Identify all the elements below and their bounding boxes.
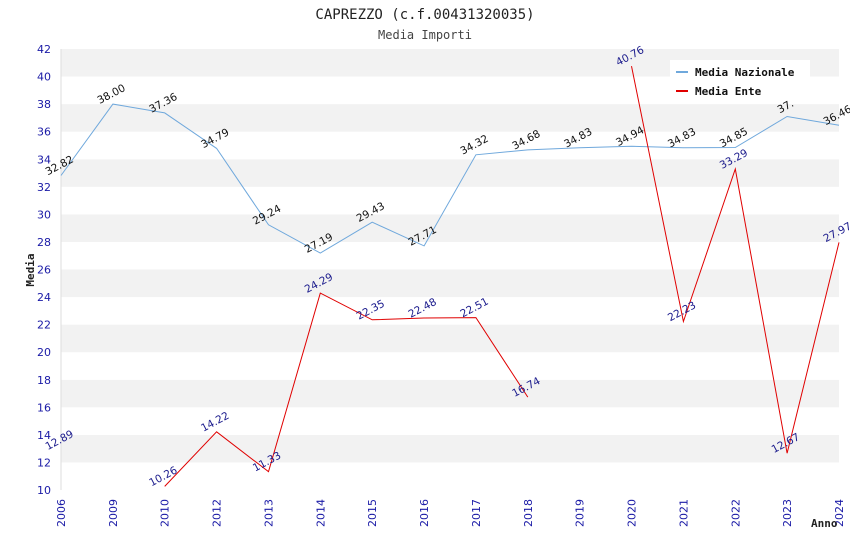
chart-subtitle: Media Importi	[378, 28, 472, 42]
x-axis-ticks: 2006 2009 2010 2012 2013 2014 2015 2016 2017 2018…	[55, 499, 846, 527]
x-tick-label: 2022	[729, 499, 742, 527]
y-tick-label: 12	[37, 456, 51, 469]
x-tick-label: 2010	[159, 499, 172, 527]
y-tick-label: 28	[37, 236, 51, 249]
grid-band	[61, 379, 839, 408]
y-tick-label: 40	[37, 71, 51, 84]
x-tick-label: 2018	[522, 499, 535, 527]
grid-band	[61, 214, 839, 242]
x-tick-label: 2012	[211, 499, 224, 527]
x-tick-label: 2013	[262, 499, 275, 527]
y-tick-label: 38	[37, 98, 51, 111]
grid-band	[61, 269, 839, 298]
x-tick-label: 2023	[781, 499, 794, 527]
y-tick-label: 26	[37, 264, 51, 277]
grid-band	[61, 407, 839, 435]
grid-band	[61, 462, 839, 490]
y-tick-label: 18	[37, 374, 51, 387]
x-tick-label: 2009	[107, 499, 120, 527]
x-tick-label: 2014	[314, 499, 327, 527]
y-tick-label: 30	[37, 208, 51, 221]
grid-band	[61, 324, 839, 353]
x-tick-label: 2020	[626, 499, 639, 527]
y-tick-label: 22	[37, 319, 51, 332]
x-tick-label: 2006	[55, 499, 68, 527]
grid-band	[61, 434, 839, 463]
legend-label: Media Ente	[695, 85, 762, 98]
grid-band	[61, 297, 839, 325]
x-tick-label: 2016	[418, 499, 431, 527]
y-tick-label: 32	[37, 181, 51, 194]
y-tick-label: 10	[37, 484, 51, 497]
legend-label: Media Nazionale	[695, 66, 795, 79]
grid-band	[61, 159, 839, 187]
y-tick-label: 14	[37, 429, 51, 442]
grid-bands	[60, 49, 839, 490]
chart-title: CAPREZZO (c.f.00431320035)	[315, 7, 534, 23]
y-axis-ticks: 10 12 14 16 18 20 22 24 26 28 30 32 34 36 38 40 42	[37, 43, 51, 497]
y-tick-label: 42	[37, 43, 51, 56]
y-tick-label: 34	[37, 153, 51, 166]
y-tick-label: 20	[37, 346, 51, 359]
x-tick-label: 2019	[574, 499, 587, 527]
x-tick-label: 2024	[833, 499, 846, 527]
legend: Media Nazionale Media Ente	[670, 60, 810, 100]
y-tick-label: 16	[37, 401, 51, 414]
y-tick-label: 24	[37, 291, 51, 304]
series-line-media-nazionale	[60, 103, 840, 254]
grid-band	[61, 104, 839, 132]
x-tick-label: 2015	[366, 499, 379, 527]
grid-band	[61, 241, 839, 270]
series-line-media-ente	[164, 66, 840, 487]
grid-band	[61, 131, 839, 160]
legend-box	[670, 60, 810, 100]
x-tick-label: 2017	[470, 499, 483, 527]
y-axis-label: Media	[24, 253, 37, 286]
x-tick-label: 2021	[677, 499, 690, 527]
series-lines	[60, 66, 840, 487]
y-tick-label: 36	[37, 126, 51, 139]
grid-band	[61, 352, 839, 380]
x-axis-label: Anno	[811, 517, 838, 530]
